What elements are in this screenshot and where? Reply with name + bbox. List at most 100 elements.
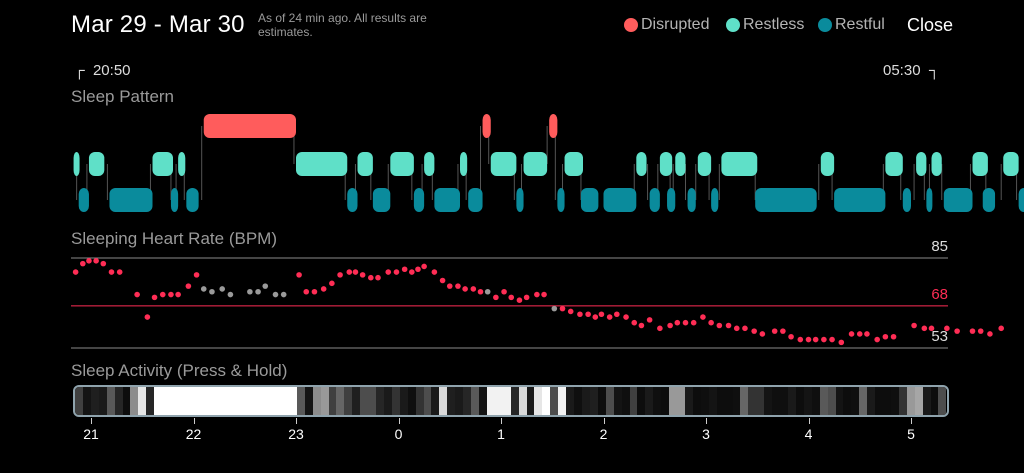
hr-data-point xyxy=(93,258,99,264)
hr-data-point xyxy=(559,305,566,312)
sleep-segment-restful xyxy=(902,188,911,212)
hr-data-point xyxy=(567,308,574,315)
activity-slice xyxy=(740,387,749,415)
hr-data-point xyxy=(592,314,599,320)
activity-slice xyxy=(217,387,226,415)
hr-data-point xyxy=(882,333,889,340)
sleep-segment-restless xyxy=(721,152,758,176)
hr-data-point xyxy=(516,297,523,303)
hr-data-point xyxy=(551,305,558,312)
activity-slice xyxy=(629,387,638,415)
activity-slice xyxy=(708,387,717,415)
close-button[interactable]: Close xyxy=(907,15,954,35)
hr-data-point xyxy=(470,286,477,292)
x-tick-mark xyxy=(808,418,810,424)
activity-slice xyxy=(185,387,194,415)
activity-slice xyxy=(930,387,939,415)
activity-slice xyxy=(114,387,123,415)
activity-slice xyxy=(360,387,369,415)
x-tick-mark xyxy=(398,418,400,424)
sleep-segment-restless xyxy=(697,152,712,176)
activity-slice xyxy=(653,387,662,415)
hr-data-point xyxy=(751,328,757,334)
activity-slice xyxy=(130,387,139,415)
x-tick-label: 3 xyxy=(702,426,710,442)
hr-data-point xyxy=(623,314,629,320)
disrupted-dot-icon xyxy=(624,18,638,32)
activity-slice xyxy=(177,387,186,415)
sleep-segment-restless xyxy=(564,152,583,176)
activity-slice xyxy=(288,387,297,415)
x-tick-mark xyxy=(911,418,912,424)
hr-data-point xyxy=(928,325,935,332)
activity-slice xyxy=(526,387,535,415)
sleep-segment-restless xyxy=(296,152,348,176)
hr-reference-label-53: 53 xyxy=(931,328,948,345)
hr-data-point xyxy=(606,314,613,320)
hr-data-point xyxy=(598,311,605,318)
hr-data-point xyxy=(303,288,310,295)
activity-slice xyxy=(201,387,210,415)
activity-slice xyxy=(320,387,329,415)
hr-data-point xyxy=(534,291,540,298)
hr-reference-label-68: 68 xyxy=(931,286,948,303)
x-tick-label: 0 xyxy=(394,426,403,442)
sleep-segment-restful xyxy=(580,188,599,212)
date-range-title: Mar 29 - Mar 30 xyxy=(71,11,245,38)
sleep-segment-disrupted xyxy=(549,114,558,138)
activity-slice xyxy=(550,387,559,415)
x-tick-label: 5 xyxy=(907,426,915,442)
activity-slice xyxy=(106,387,115,415)
activity-slice xyxy=(803,387,812,415)
activity-slice xyxy=(494,387,503,415)
x-tick-mark xyxy=(706,418,707,424)
hr-data-point xyxy=(501,288,507,295)
hr-data-point xyxy=(812,336,819,343)
activity-slice xyxy=(645,387,654,415)
activity-slice xyxy=(898,387,907,415)
hr-data-point xyxy=(484,288,491,295)
activity-slice xyxy=(241,387,250,415)
hr-data-point xyxy=(477,288,484,295)
sleep-segment-restful xyxy=(468,188,483,212)
x-tick-mark xyxy=(296,418,297,424)
hr-data-point xyxy=(168,291,174,298)
legend-restless-label: Restless xyxy=(743,16,805,33)
x-tick-mark xyxy=(193,418,195,424)
sleep-pattern-chart[interactable] xyxy=(0,110,1024,220)
hr-data-point xyxy=(100,260,107,267)
hr-data-point xyxy=(969,328,976,334)
hr-data-point xyxy=(368,274,374,281)
sleep-segment-restful xyxy=(667,188,676,212)
hr-data-point xyxy=(780,328,786,334)
hr-data-point xyxy=(320,286,327,292)
legend-disrupted: Disrupted xyxy=(624,16,709,34)
sleep-segment-restful xyxy=(926,188,933,212)
hr-data-point xyxy=(614,311,620,318)
hr-data-point xyxy=(185,283,192,289)
sleep-segment-restful xyxy=(372,188,391,212)
activity-slice xyxy=(249,387,258,415)
activity-slice xyxy=(906,387,915,415)
hr-data-point xyxy=(255,288,261,295)
hr-data-point xyxy=(797,336,804,343)
activity-slice xyxy=(772,387,781,415)
x-tick-label: 1 xyxy=(497,426,505,442)
sleep-segment-restless xyxy=(357,152,373,176)
hr-data-point xyxy=(421,263,427,270)
sleep-activity-bar[interactable] xyxy=(73,385,949,417)
sleep-segment-restless xyxy=(636,152,647,176)
activity-slice xyxy=(447,387,456,415)
hr-data-point xyxy=(690,319,697,326)
hr-data-point xyxy=(337,272,343,278)
activity-slice xyxy=(439,387,448,415)
hr-data-point xyxy=(987,331,993,337)
activity-slice xyxy=(748,387,757,415)
hr-data-point xyxy=(864,331,870,337)
hr-data-point xyxy=(638,322,645,329)
activity-slice xyxy=(724,387,733,415)
activity-slice xyxy=(98,387,107,415)
sleep-segment-restful xyxy=(603,188,637,212)
sleep-segment-restful xyxy=(834,188,886,212)
hr-data-point xyxy=(759,331,766,337)
